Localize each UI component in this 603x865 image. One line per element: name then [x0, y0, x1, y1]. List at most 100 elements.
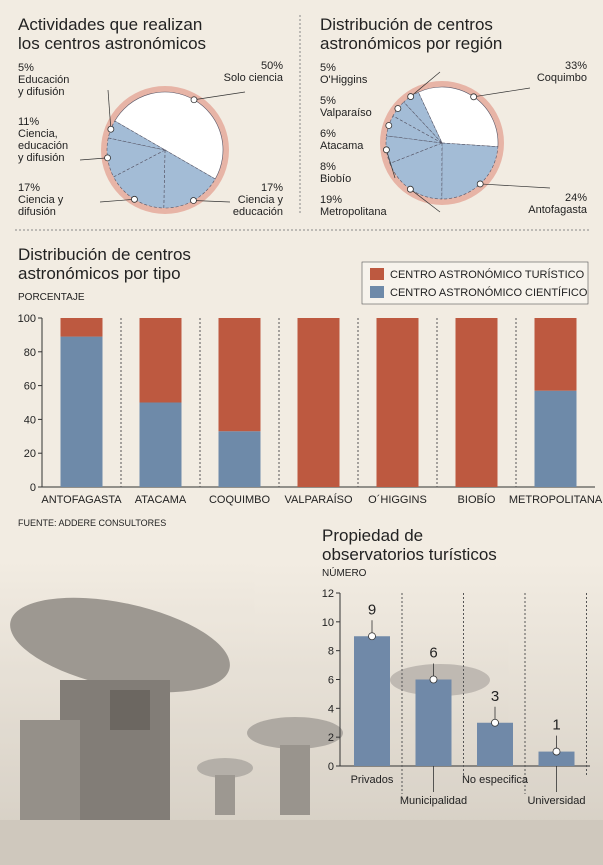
leader-line [410, 71, 441, 97]
slice-value-label: 33% [564, 60, 587, 72]
slice-category: Ciencia, educación y difusión [18, 128, 69, 164]
photo [0, 560, 603, 865]
chart-title: Distribución de centros astronómicos por… [320, 15, 503, 53]
pie-slice [392, 101, 443, 144]
y-tick-label: 12 [322, 588, 334, 600]
bar-segment [218, 318, 261, 432]
bar [477, 722, 513, 766]
x-tick-label: COQUIMBO [209, 494, 271, 506]
leader-dot [476, 180, 484, 188]
slice-value-label: 8% [320, 161, 336, 173]
y-axis-label: NÚMERO [322, 568, 367, 579]
slice-label: 17% Ciencia y educación [233, 182, 283, 218]
y-tick-label: 2 [328, 732, 334, 744]
legend-label: CENTRO ASTRONÓMICO CIENTÍFICO [390, 286, 588, 299]
leader-line [193, 200, 231, 203]
value-dot [368, 632, 376, 641]
bar-segment [455, 318, 498, 487]
slice-label: 50% Solo ciencia [224, 60, 283, 84]
leader-dot [104, 154, 111, 162]
slice-category: Ciencia y educación [232, 194, 283, 218]
x-tick-label: ANTOFAGASTA [41, 494, 122, 506]
slice-value-label: 50% [260, 60, 283, 72]
pie-slice [389, 142, 443, 200]
bar [415, 679, 452, 766]
bar-segment [534, 390, 577, 487]
bar [354, 636, 390, 766]
bar-segment [139, 402, 182, 487]
leader-dot [190, 197, 197, 204]
legend-swatch [370, 268, 384, 280]
y-tick-label: 0 [30, 482, 36, 494]
leader-dot [406, 185, 414, 193]
leader-line [99, 198, 135, 203]
chart-title: Distribución de centros astronómicos por… [18, 245, 191, 283]
slice-label: 6% Atacama [320, 128, 363, 152]
leader-dot [470, 93, 478, 101]
leader-dot [385, 122, 393, 129]
value-label: 3 [491, 688, 499, 705]
bar-segment [376, 318, 419, 487]
legend-box [361, 261, 589, 305]
y-axis-label: PORCENTAJE [18, 292, 85, 303]
legend-swatch [370, 286, 384, 298]
pie-slice [163, 149, 216, 209]
bar-segment [139, 318, 182, 403]
x-tick-label: METROPOLITANA [509, 494, 603, 506]
y-tick-label: 80 [24, 347, 36, 359]
leader-dot [131, 195, 138, 203]
slice-label: 24% Antofagasta [528, 192, 587, 216]
y-tick-label: 4 [328, 703, 334, 715]
value-label: 9 [368, 601, 376, 618]
y-tick-label: 8 [328, 646, 334, 658]
slice-value-label: 11% [18, 116, 40, 128]
pie-slice [441, 142, 499, 200]
x-tick-label: Municipalidad [400, 795, 467, 807]
leader-dot [394, 105, 402, 112]
slice-category: Coquimbo [536, 72, 587, 84]
slice-category: Metropolitana [320, 206, 387, 218]
slice-category: O'Higgins [320, 74, 368, 86]
slice-label: 5% Educación y difusión [18, 62, 69, 98]
leader-dot [383, 146, 390, 154]
slice-value-label: 5% [320, 95, 336, 107]
leader-dot [190, 96, 198, 104]
leader-dot [107, 125, 115, 133]
legend-label: CENTRO ASTRONÓMICO TURÍSTICO [390, 268, 585, 281]
bar-segment [60, 318, 103, 337]
x-tick-label: ATACAMA [135, 494, 187, 506]
slice-category: Biobío [320, 173, 352, 185]
y-tick-label: 0 [328, 761, 334, 773]
bar-segment [60, 336, 103, 487]
slice-label: 8% Biobío [320, 161, 351, 185]
slice-value-label: 24% [564, 192, 587, 204]
slice-category: Atacama [320, 140, 364, 152]
slice-value-label: 5% [320, 62, 336, 74]
slice-category: Solo ciencia [223, 72, 283, 84]
slice-value-label: 6% [320, 128, 336, 140]
slice-category: Educación y difusión [18, 74, 70, 98]
bar-segment [218, 431, 261, 487]
value-dot [429, 675, 438, 684]
slice-category: Antofagasta [528, 204, 587, 216]
bar-segment [297, 318, 340, 487]
slice-label: 33% Coquimbo [537, 60, 587, 84]
leader-line [386, 149, 396, 179]
y-tick-label: 40 [24, 414, 36, 426]
slice-value-label: 5% [18, 62, 34, 74]
x-tick-label: O´HIGGINS [368, 494, 427, 506]
pie-slice [403, 91, 443, 144]
value-dot [491, 718, 499, 727]
leader-line [473, 87, 531, 98]
x-tick-label: Universidad [527, 795, 585, 807]
pie-slice [113, 149, 166, 209]
value-dot [552, 747, 561, 756]
slice-value-label: 17% [18, 182, 41, 194]
y-tick-label: 6 [328, 675, 334, 687]
slice-value-label: 19% [320, 194, 343, 206]
slice-label: 19% Metropolitana [320, 194, 387, 218]
slice-label: 11% Ciencia, educación y difusión [18, 116, 68, 164]
slice-label: 5% Valparaíso [320, 95, 372, 119]
